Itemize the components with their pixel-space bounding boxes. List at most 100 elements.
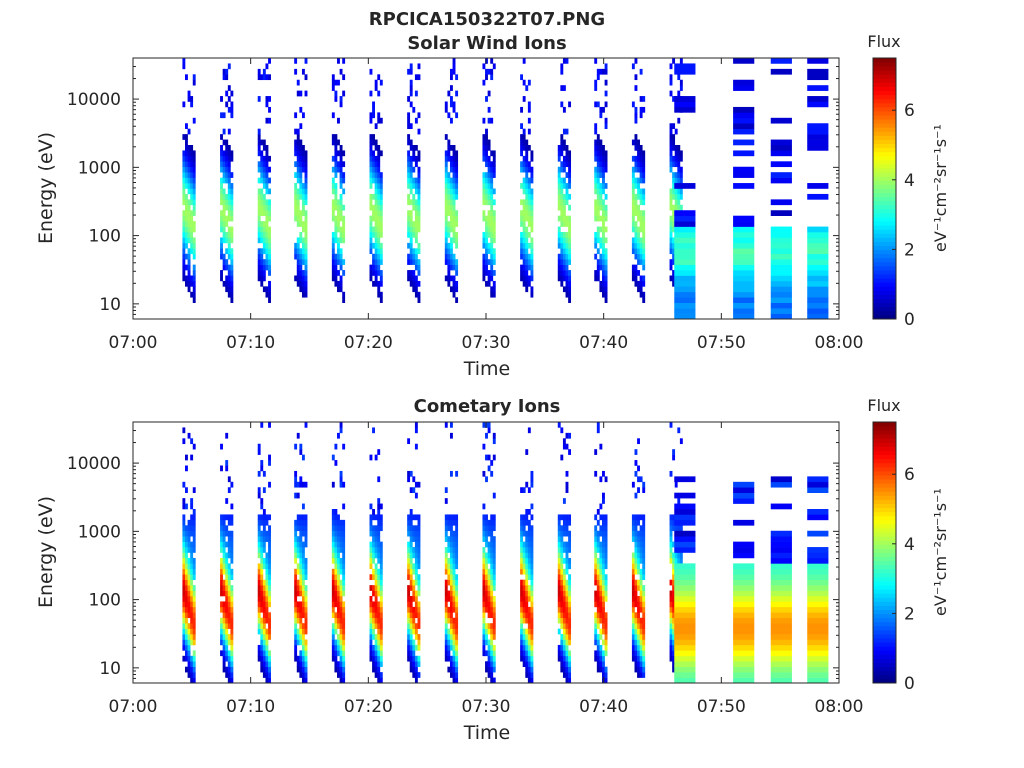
- heatmap-cell: [639, 286, 643, 293]
- heatmap-cell: [407, 183, 411, 189]
- heatmap-cell: [192, 286, 196, 293]
- heatmap-cell: [268, 237, 271, 244]
- heatmap-cell: [190, 639, 194, 646]
- heatmap-cell: [257, 579, 261, 586]
- heatmap-cell: [562, 58, 566, 64]
- heatmap-cell: [522, 525, 526, 532]
- heatmap-cell: [568, 172, 572, 178]
- heatmap-cell: [807, 677, 829, 684]
- heatmap-cell: [634, 557, 638, 564]
- heatmap-cell: [447, 574, 451, 580]
- heatmap-cell: [602, 68, 605, 75]
- heatmap-cell: [230, 628, 234, 635]
- heatmap-cell: [452, 574, 456, 580]
- heatmap-cell: [599, 601, 603, 608]
- heatmap-cell: [527, 193, 531, 200]
- heatmap-cell: [296, 177, 300, 184]
- heatmap-cell: [334, 150, 338, 157]
- heatmap-cell: [490, 634, 494, 640]
- heatmap-cell: [642, 150, 646, 157]
- heatmap-cell: [334, 655, 338, 662]
- heatmap-cell: [262, 547, 266, 553]
- heatmap-cell: [733, 498, 755, 504]
- heatmap-cell: [377, 639, 381, 646]
- heatmap-cell: [565, 259, 569, 265]
- colorbar-tick-label: 4: [904, 171, 915, 191]
- heatmap-cell: [604, 476, 608, 483]
- heatmap-cell: [733, 226, 755, 233]
- heatmap-cell: [372, 232, 375, 238]
- heatmap-cell: [672, 661, 676, 667]
- heatmap-cell: [637, 557, 640, 564]
- heatmap-cell: [637, 612, 640, 619]
- heatmap-cell: [409, 210, 413, 216]
- heatmap-cell: [227, 204, 231, 211]
- heatmap-cell: [527, 612, 531, 619]
- heatmap-cell: [492, 628, 496, 635]
- heatmap-cell: [631, 237, 635, 244]
- heatmap-cell: [733, 579, 755, 586]
- heatmap-cell: [334, 237, 338, 244]
- heatmap-cell: [294, 128, 298, 135]
- heatmap-cell: [257, 623, 261, 629]
- heatmap-cell: [637, 487, 640, 493]
- heatmap-cell: [565, 470, 569, 477]
- heatmap-cell: [414, 596, 418, 602]
- heatmap-cell: [452, 286, 456, 293]
- heatmap-cell: [301, 286, 305, 293]
- heatmap-cell: [557, 650, 561, 657]
- heatmap-cell: [637, 139, 640, 146]
- heatmap-cell: [562, 215, 566, 222]
- heatmap-cell: [452, 226, 456, 233]
- heatmap-cell: [594, 449, 598, 455]
- heatmap-cell: [677, 498, 681, 504]
- heatmap-cell: [337, 432, 340, 439]
- heatmap-cell: [337, 199, 340, 206]
- heatmap-cell: [260, 563, 264, 570]
- heatmap-cell: [669, 519, 673, 526]
- heatmap-cell: [560, 188, 564, 195]
- heatmap-cell: [522, 606, 526, 613]
- heatmap-cell: [187, 650, 191, 657]
- heatmap-cell: [565, 432, 569, 439]
- x-tick-label: 07:50: [697, 697, 746, 717]
- heatmap-cell: [482, 628, 486, 635]
- heatmap-cell: [594, 215, 598, 222]
- heatmap-cell: [562, 628, 566, 635]
- colorbar-swatch: [873, 556, 896, 562]
- heatmap-cell: [672, 514, 676, 521]
- heatmap-cell: [407, 617, 411, 624]
- heatmap-cell: [222, 237, 226, 244]
- heatmap-cell: [490, 177, 494, 184]
- heatmap-cell: [412, 166, 416, 173]
- heatmap-cell: [192, 487, 196, 493]
- heatmap-cell: [301, 188, 305, 195]
- heatmap-cell: [520, 487, 524, 493]
- heatmap-cell: [527, 101, 531, 108]
- heatmap-cell: [374, 536, 378, 542]
- heatmap-cell: [265, 253, 269, 260]
- heatmap-cell: [560, 617, 564, 624]
- heatmap-cell: [407, 519, 411, 526]
- heatmap-cell: [379, 275, 383, 282]
- heatmap-cell: [227, 177, 231, 184]
- heatmap-cell: [490, 161, 494, 168]
- heatmap-cell: [342, 601, 346, 608]
- heatmap-cell: [192, 275, 196, 282]
- heatmap-cell: [268, 210, 271, 216]
- heatmap-cell: [227, 563, 231, 570]
- heatmap-cell: [304, 568, 308, 575]
- heatmap-cell: [527, 525, 531, 532]
- heatmap-cell: [337, 525, 340, 532]
- heatmap-cell: [487, 226, 491, 233]
- heatmap-cell: [807, 85, 829, 91]
- heatmap-cell: [599, 606, 603, 613]
- heatmap-cell: [301, 623, 305, 629]
- heatmap-cell: [807, 639, 829, 646]
- heatmap-cell: [304, 644, 308, 651]
- heatmap-cell: [560, 280, 564, 287]
- heatmap-cell: [417, 204, 421, 211]
- heatmap-cell: [379, 574, 383, 580]
- heatmap-cell: [265, 519, 269, 526]
- heatmap-cell: [339, 226, 343, 233]
